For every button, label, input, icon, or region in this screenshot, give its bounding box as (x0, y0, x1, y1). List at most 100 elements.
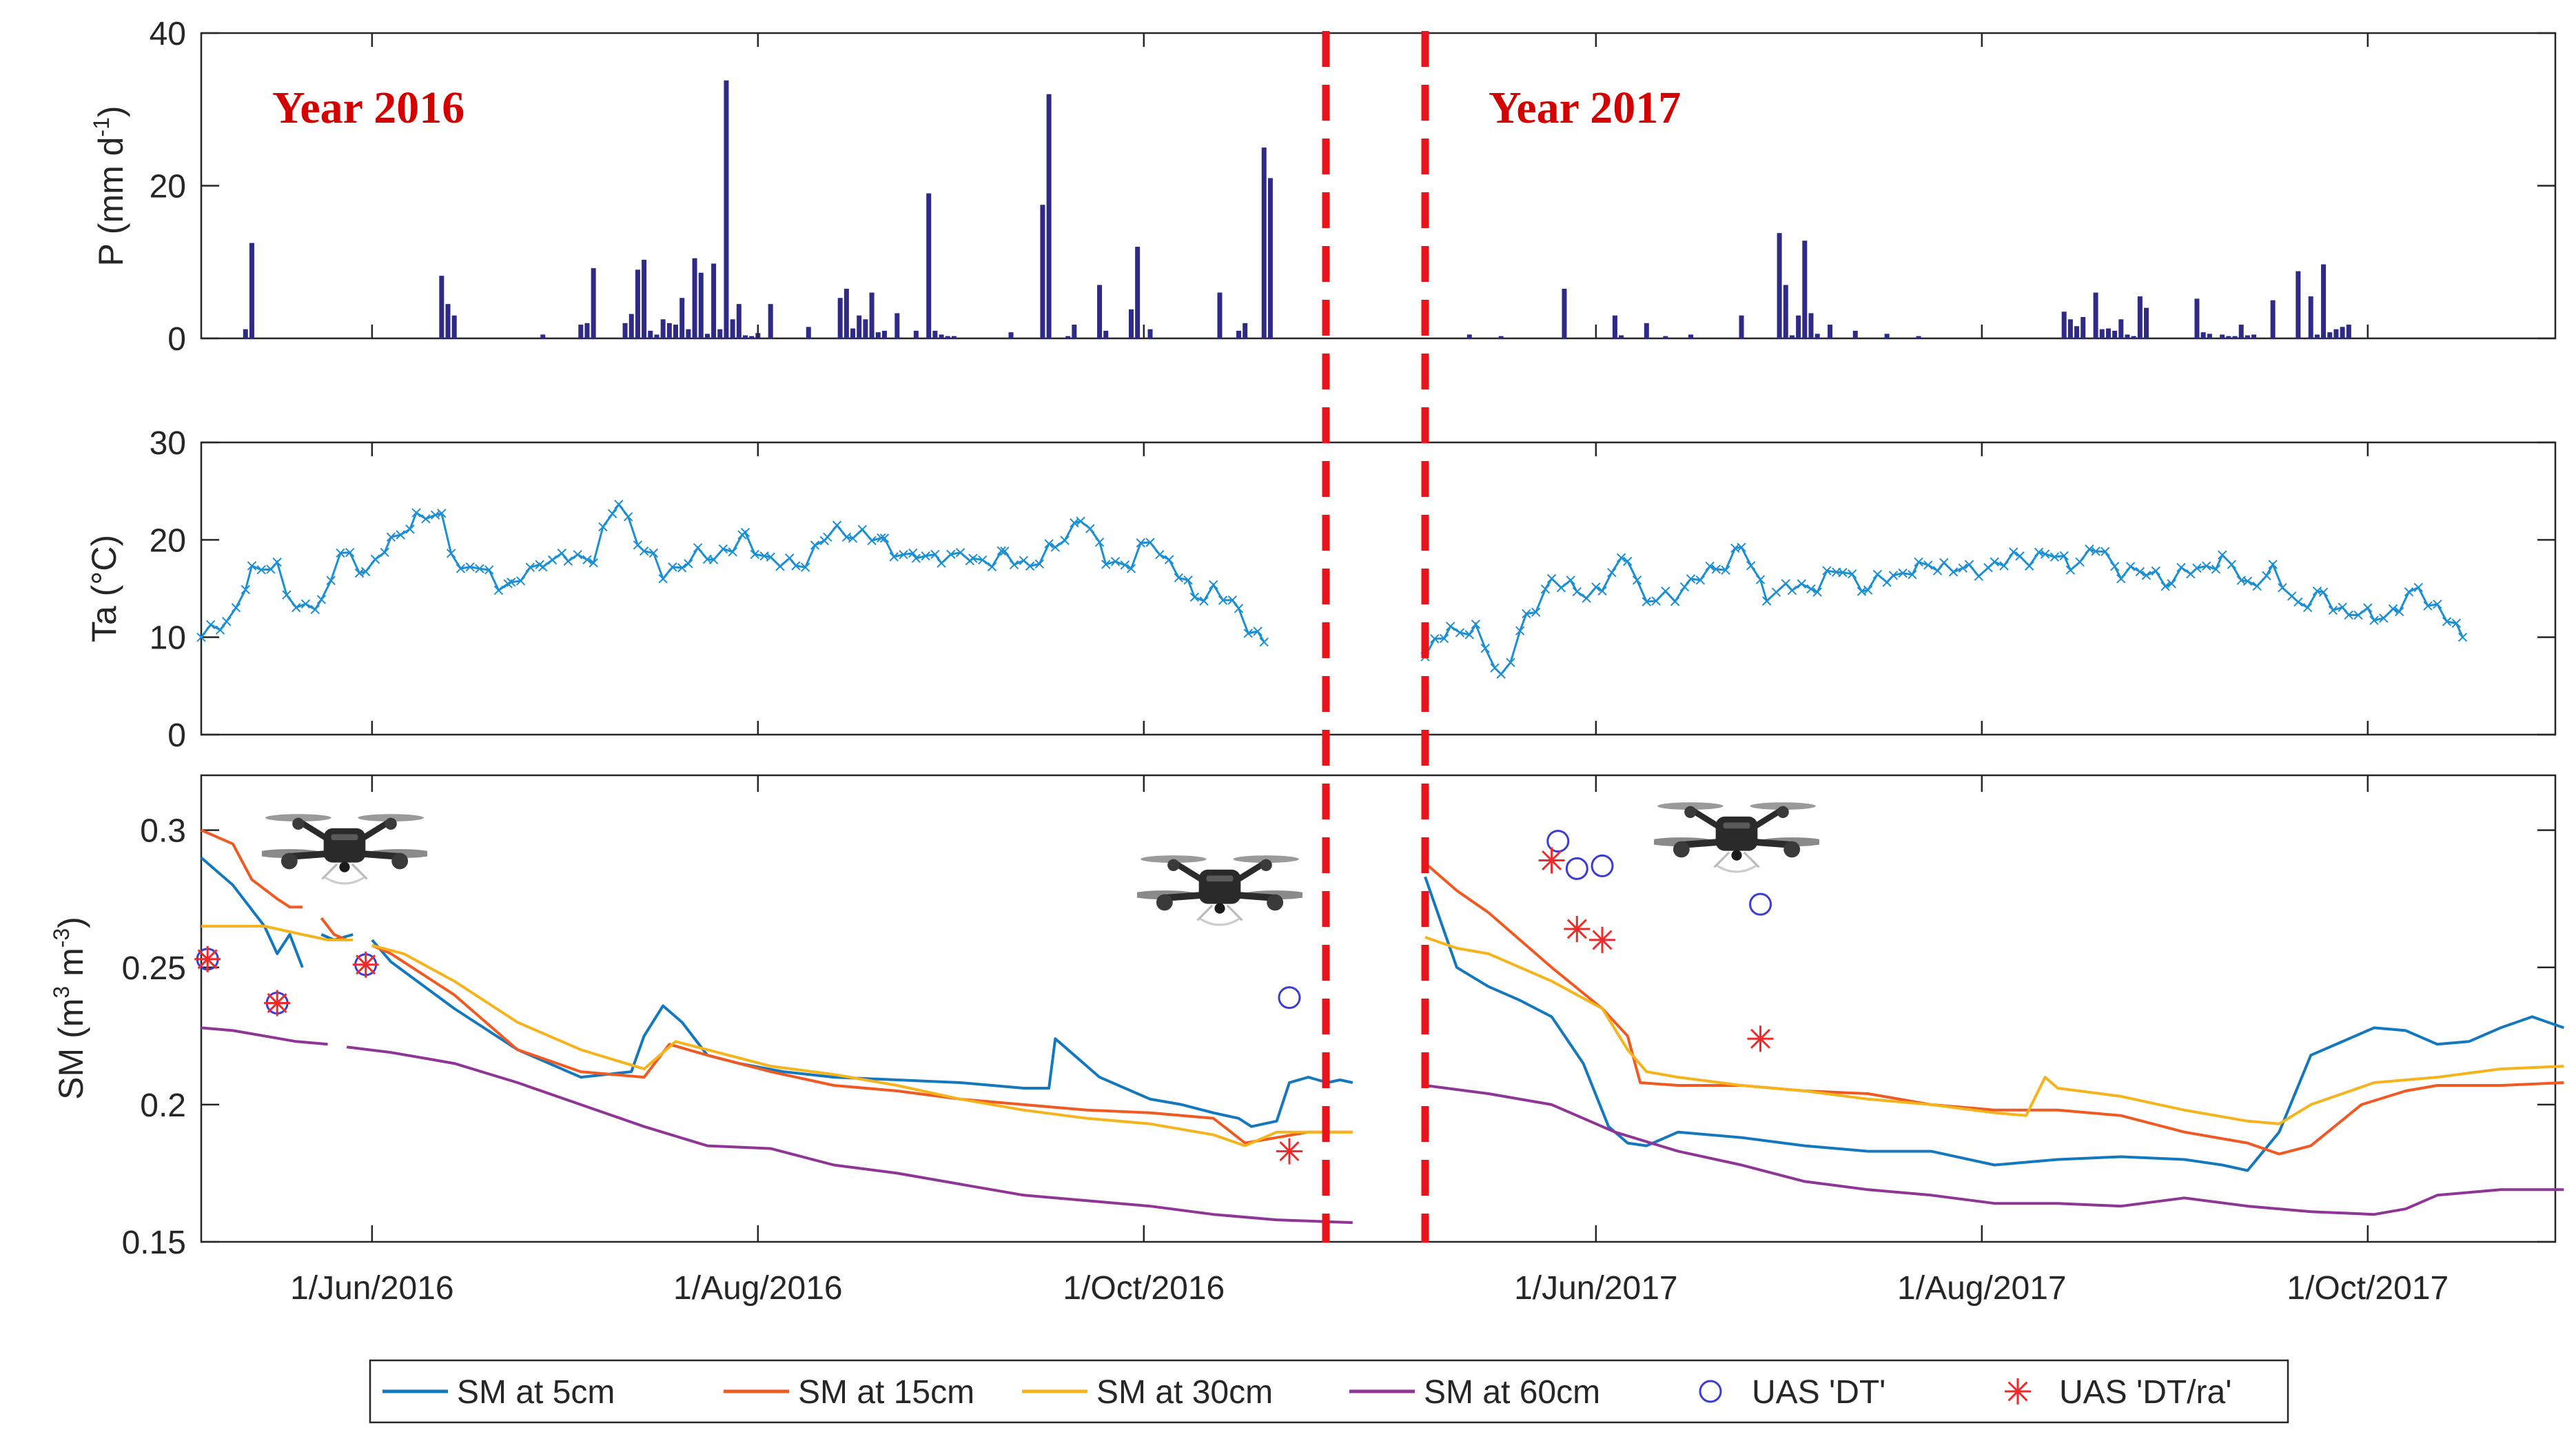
uas-dt-marker (1546, 830, 1570, 853)
temp-marker (1060, 535, 1070, 545)
precip-bar (1147, 329, 1153, 338)
temp-marker (503, 579, 513, 589)
temp-marker (465, 562, 475, 572)
precip-bar (2194, 298, 2200, 338)
temp-marker (475, 564, 484, 573)
temp-marker (1464, 630, 1474, 640)
precip-bar (895, 313, 900, 338)
temp-marker (563, 556, 573, 566)
uas-dtra-marker (1747, 1025, 1774, 1052)
temp-marker (2091, 546, 2100, 556)
temp-marker (1591, 582, 1601, 592)
precip-bar (451, 315, 457, 338)
sm-line-2016 (346, 1045, 1353, 1225)
precip-y-ticks: 0 20 40 (150, 16, 2555, 358)
precip-bar (2125, 334, 2130, 338)
temp-marker (1755, 575, 1766, 584)
temp-marker (396, 530, 405, 540)
sm-line-2017 (1424, 1084, 2564, 1216)
temp-marker (693, 543, 703, 553)
precip-bar (1612, 315, 1617, 338)
temp-marker (345, 547, 355, 558)
uas-dtra-marker (1276, 1138, 1302, 1165)
temp-marker (996, 546, 1006, 556)
precip-bar (1644, 323, 1649, 338)
uas-dt-marker (1565, 857, 1588, 880)
precip-bar (806, 327, 811, 338)
temp-marker (1110, 557, 1121, 566)
precip-bar (2105, 328, 2111, 338)
precip-bar (1916, 336, 1921, 338)
temp-marker (360, 566, 371, 577)
sm-y-tick-label: 0.3 (140, 813, 186, 850)
temp-marker (848, 533, 858, 543)
temp-y-axis-label: Ta (°C) (85, 535, 123, 642)
temp-marker (684, 559, 693, 569)
legend-swatch-circle (1699, 1380, 1722, 1403)
temp-marker (525, 562, 535, 572)
sm-x-tick-label: 1/Aug/2017 (1897, 1270, 2067, 1307)
precip-bar (926, 193, 932, 338)
temp-marker (538, 562, 548, 572)
precip-bar (881, 330, 887, 338)
precip-bar (2099, 329, 2105, 338)
temp-marker (648, 548, 659, 558)
temp-marker (2059, 551, 2069, 561)
temp-marker (930, 549, 940, 560)
sm-y-tick-label: 0.15 (122, 1225, 186, 1261)
precip-bar (850, 328, 856, 338)
precip-bar (1072, 325, 1077, 338)
precip-bar (642, 259, 647, 338)
precip-bar (837, 298, 843, 338)
temp-marker (2302, 602, 2313, 613)
precip-bar (736, 304, 742, 338)
uas-dt-marker (1278, 986, 1301, 1010)
temp-marker (2202, 561, 2211, 571)
temp-y-ticks: 0 10 20 30 (150, 425, 2555, 754)
temp-marker (1094, 538, 1105, 547)
temp-marker (2141, 571, 2151, 580)
precip-bar (2232, 336, 2238, 338)
sm-line-2016 (200, 856, 304, 968)
temp-marker (2293, 597, 2303, 607)
sm-line-2016 (201, 1026, 328, 1046)
temp-marker (1183, 575, 1193, 585)
temp-marker (231, 603, 241, 613)
uas-dtra-marker (264, 990, 291, 1016)
temp-marker (1974, 571, 1983, 581)
uas-dtra-marker (194, 946, 221, 972)
precip-bar (724, 80, 729, 338)
temp-marker (1174, 573, 1184, 583)
legend-swatch-star (2005, 1378, 2031, 1404)
precip-bar (1562, 289, 1567, 338)
precip-bar (2093, 292, 2098, 338)
sm-x-tick-label: 1/Jun/2016 (290, 1270, 454, 1307)
temp-marker (456, 564, 466, 573)
temp-marker (1522, 609, 1531, 619)
temp-marker (272, 558, 282, 567)
temp-y-tick-label: 30 (150, 425, 186, 462)
precip-ylabel-main: P (mm d (92, 137, 130, 267)
temp-marker (2442, 617, 2452, 626)
precip-bar (1261, 147, 1267, 338)
legend-box (369, 1359, 2289, 1424)
temp-marker (728, 547, 737, 557)
precip-bar (1796, 315, 1801, 338)
temp-marker (1227, 595, 1238, 605)
precip-bar (2308, 296, 2313, 338)
sm-line-2016 (371, 944, 1353, 1145)
precip-axes-box (200, 32, 2557, 340)
precip-bar (2327, 332, 2333, 338)
precip-bar (666, 323, 672, 338)
temp-marker (196, 632, 206, 642)
temp-marker (1746, 561, 1756, 571)
temp-marker (1964, 560, 1974, 569)
temperature-panel: 0 10 20 30 Ta (°C) (85, 425, 2557, 754)
temp-marker (421, 514, 431, 524)
temp-marker (2151, 566, 2160, 576)
temp-marker (310, 604, 320, 615)
precip-bar (249, 243, 254, 338)
temp-marker (1822, 566, 1832, 575)
precip-bar (591, 268, 596, 338)
temp-marker (1101, 560, 1111, 569)
